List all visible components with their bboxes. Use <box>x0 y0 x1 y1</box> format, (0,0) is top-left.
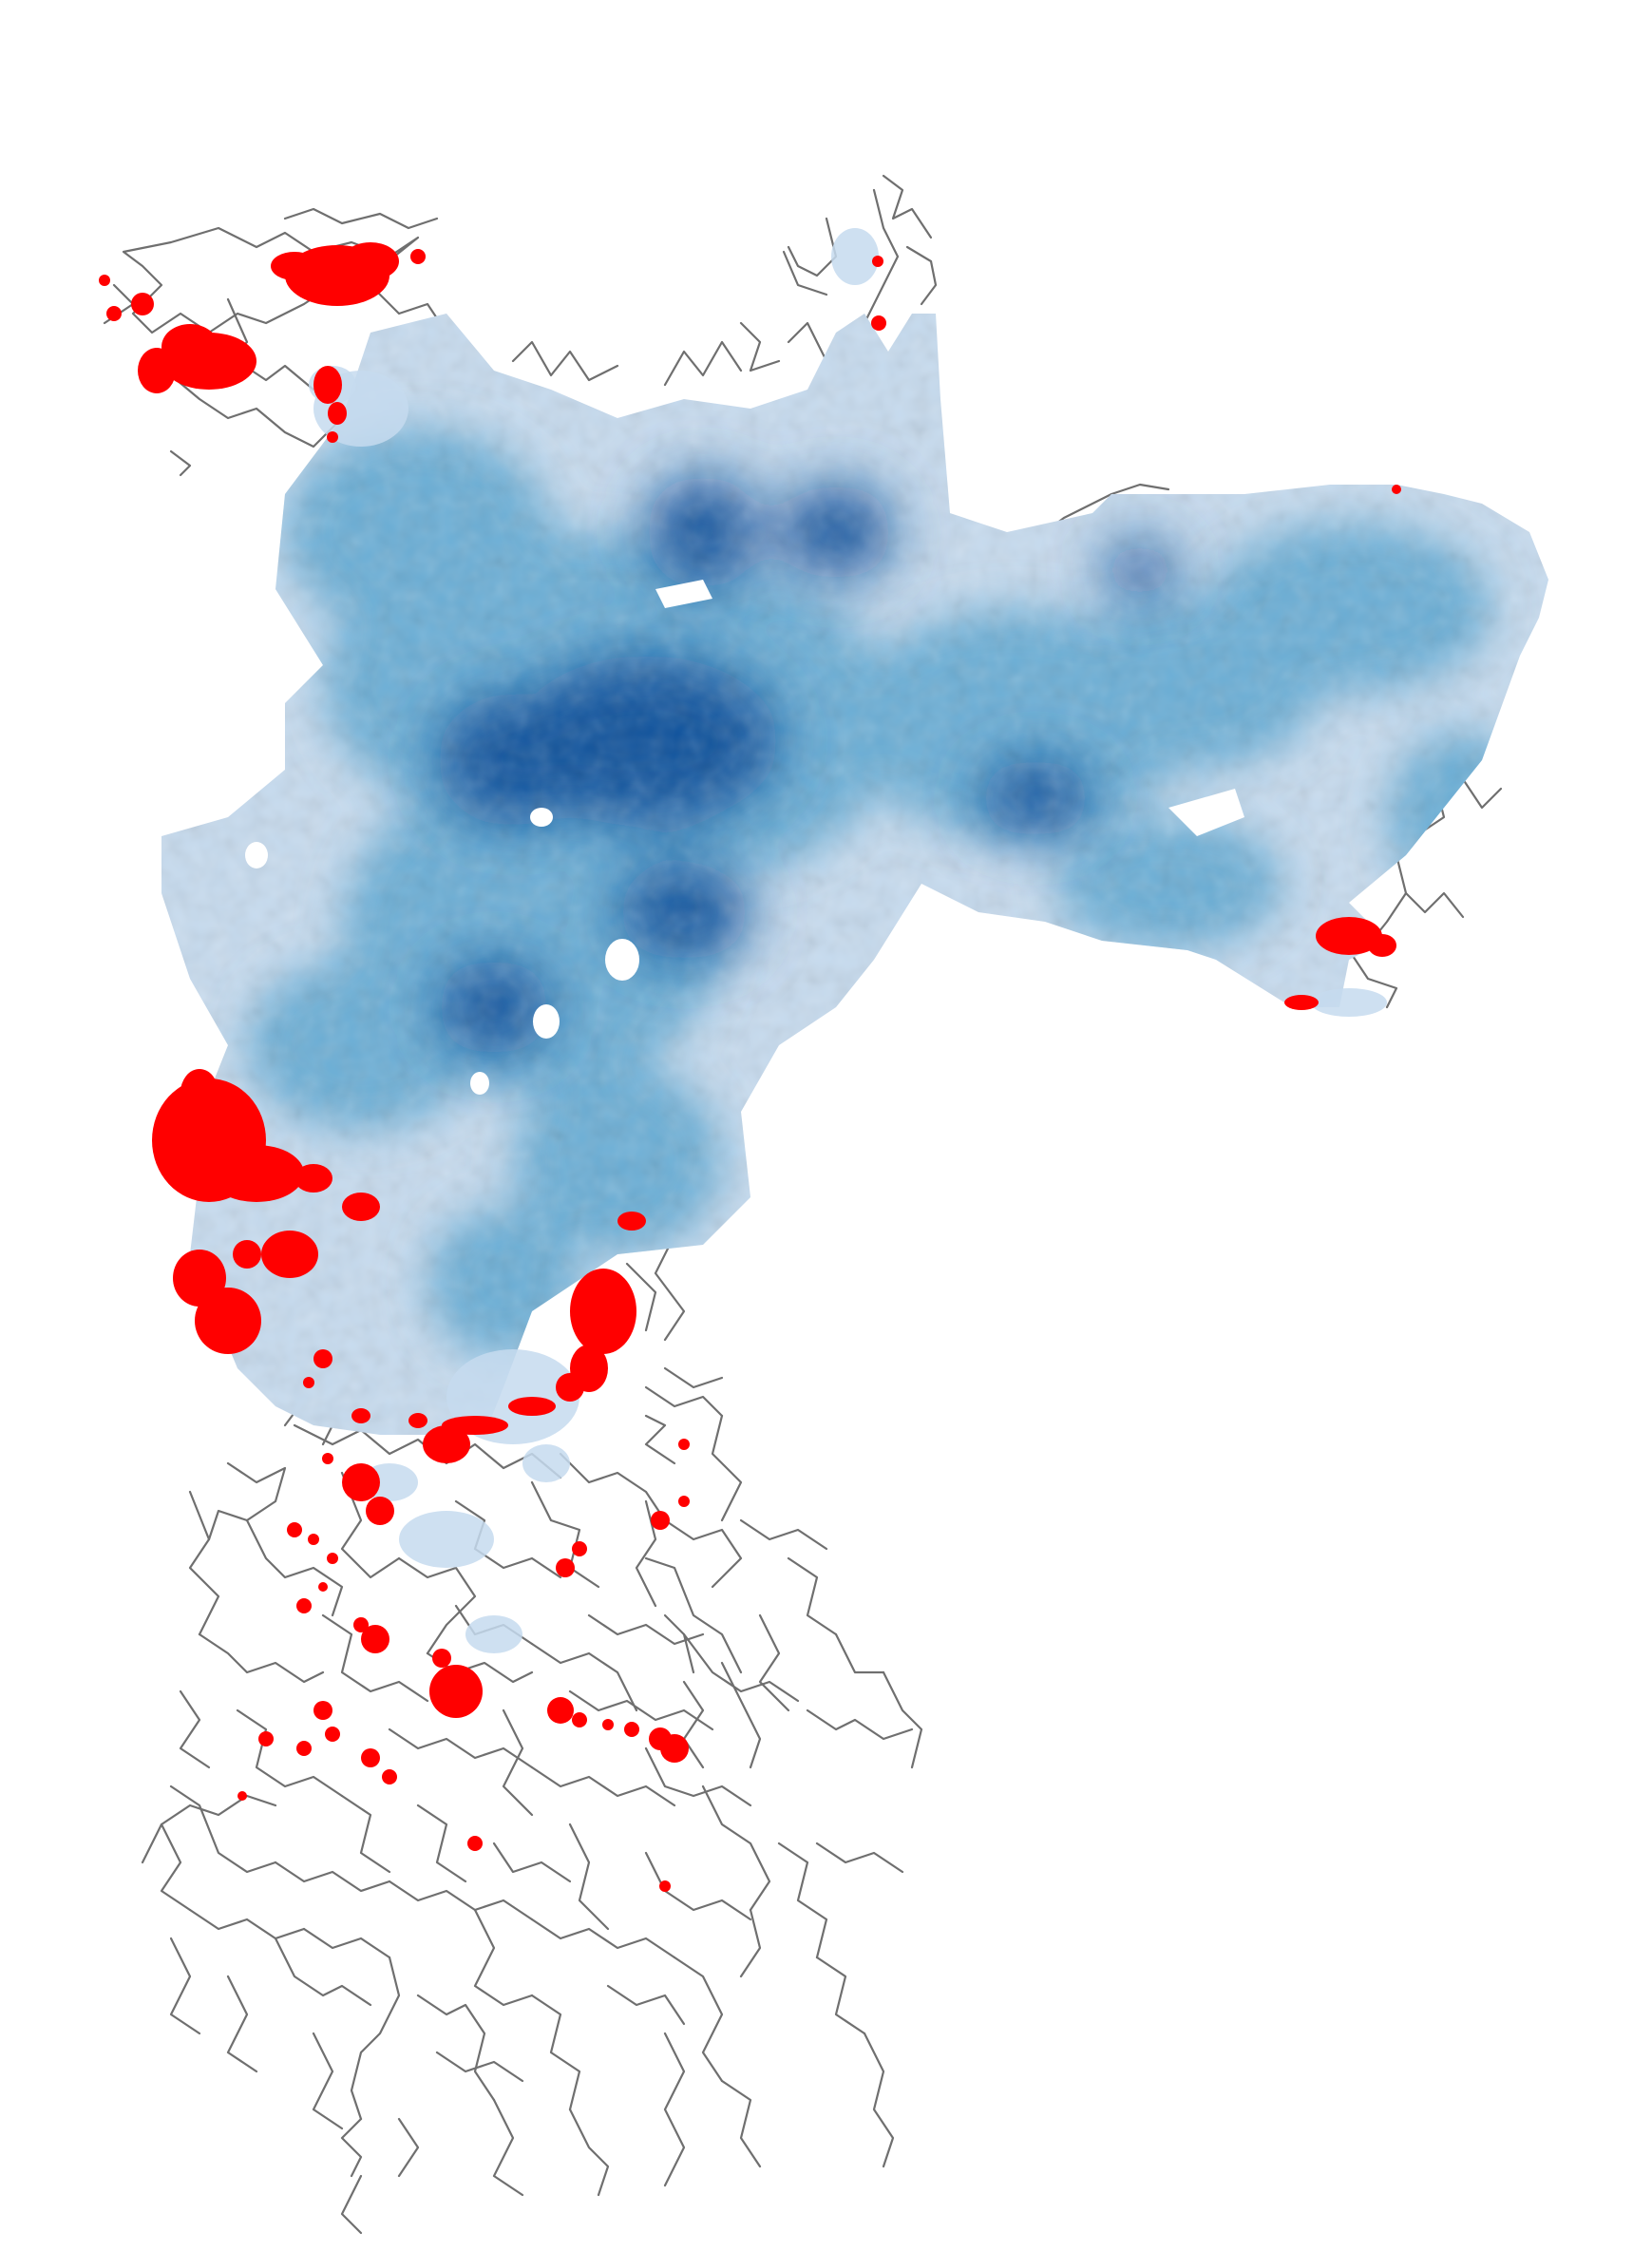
hotspot-cluster-west <box>152 1069 380 1354</box>
density-surface <box>161 228 1548 1653</box>
hotspot-cluster-east <box>1284 917 1396 1010</box>
hotspot-points <box>99 242 1401 1892</box>
density-holes <box>245 580 1244 1095</box>
hotspot-cluster-south-arc <box>342 1212 646 1525</box>
density-texture <box>161 314 1548 1435</box>
hotspot-cluster-south-scatter <box>237 1349 690 1892</box>
density-fringe-blobs <box>309 228 1387 1653</box>
hotspot-cluster-north-west <box>99 242 426 443</box>
hotspot-cluster-north-east <box>871 256 1401 494</box>
